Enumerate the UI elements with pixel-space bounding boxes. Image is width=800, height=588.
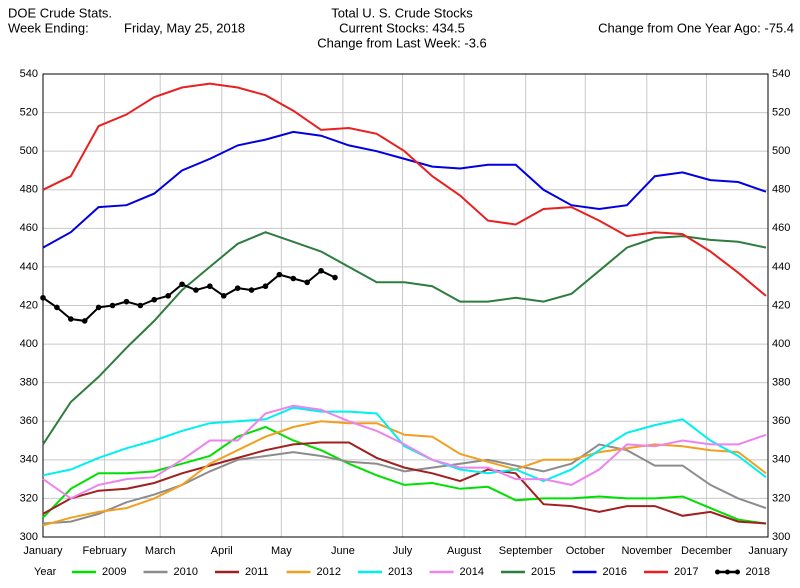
chart-title: Total U. S. Crude Stocks	[331, 5, 473, 20]
legend-label: 2011	[245, 566, 269, 578]
subtitle: Change from Last Week: -3.6	[317, 35, 487, 50]
point-marker	[207, 283, 213, 290]
y-tick-label: 540	[20, 68, 38, 80]
y2-tick-label: 400	[772, 338, 790, 350]
y-tick-label: 300	[20, 531, 38, 543]
series-line	[42, 130, 767, 249]
y2-tick-label: 340	[772, 454, 790, 466]
point-marker	[304, 279, 310, 286]
point-marker	[95, 304, 102, 311]
y-tick-label: 520	[20, 106, 38, 118]
y2-tick-label: 500	[772, 145, 790, 157]
legend-marker	[735, 569, 740, 575]
legend-label: 2013	[388, 566, 412, 578]
year-change: Change from One Year Ago: -75.4	[598, 20, 794, 35]
point-marker	[123, 298, 130, 305]
legend-marker	[725, 569, 730, 575]
series-line	[42, 269, 336, 322]
y-tick-label: 320	[20, 492, 38, 504]
point-marker	[332, 274, 338, 281]
y-tick-label: 500	[20, 145, 38, 157]
point-marker	[54, 304, 60, 311]
week-label: Week Ending:	[8, 20, 89, 35]
point-marker	[179, 281, 185, 288]
x-tick-label: September	[499, 545, 553, 557]
point-marker	[290, 275, 297, 282]
point-marker	[276, 271, 283, 278]
point-marker	[220, 293, 227, 299]
point-marker	[234, 285, 241, 291]
legend-label: 2015	[531, 566, 555, 578]
series-line	[42, 82, 767, 297]
y-tick-label: 380	[20, 377, 38, 389]
x-tick-label: December	[681, 545, 732, 557]
legend-label: 2012	[317, 566, 341, 578]
y2-tick-label: 380	[772, 377, 790, 389]
y-tick-label: 400	[20, 338, 38, 350]
x-tick-label: January	[23, 545, 63, 557]
series-line	[42, 404, 767, 500]
y2-tick-label: 420	[772, 299, 790, 311]
legend-label: 2009	[102, 566, 126, 578]
point-marker	[68, 316, 74, 322]
point-marker	[248, 287, 255, 293]
y2-tick-label: 520	[772, 106, 790, 118]
point-marker	[109, 302, 116, 309]
legend-title: Year	[34, 566, 57, 578]
legend-marker	[715, 569, 720, 575]
point-marker	[193, 287, 199, 293]
subtitle: Current Stocks: 434.5	[339, 20, 465, 35]
x-tick-label: May	[271, 545, 292, 557]
legend-label: 2014	[460, 566, 484, 578]
y2-tick-label: 320	[772, 492, 790, 504]
source-label: DOE Crude Stats.	[8, 5, 112, 20]
y-tick-label: 420	[20, 299, 38, 311]
x-tick-label: June	[331, 545, 355, 557]
x-tick-label: July	[393, 545, 413, 557]
x-tick-label: October	[566, 545, 605, 557]
legend-label: 2018	[746, 566, 770, 578]
y-tick-label: 480	[20, 184, 38, 196]
series-line	[42, 443, 767, 525]
week-date: Friday, May 25, 2018	[124, 20, 245, 35]
x-tick-label: February	[83, 545, 128, 557]
point-marker	[40, 294, 46, 301]
y2-tick-label: 540	[772, 68, 790, 80]
series-line	[42, 231, 767, 445]
series-line	[42, 406, 767, 483]
x-tick-label: August	[447, 545, 481, 557]
y-tick-label: 360	[20, 415, 38, 427]
plot-frame	[42, 73, 769, 538]
x-tick-label: November	[621, 545, 672, 557]
y2-tick-label: 480	[772, 184, 790, 196]
y2-tick-label: 440	[772, 261, 790, 273]
point-marker	[165, 293, 171, 299]
series-line	[42, 441, 767, 525]
y-tick-label: 340	[20, 454, 38, 466]
point-marker	[137, 302, 144, 309]
x-tick-label: January	[748, 545, 788, 557]
legend-label: 2010	[174, 566, 198, 578]
series-line	[42, 425, 767, 525]
point-marker	[81, 318, 88, 324]
legend-label: 2017	[674, 566, 698, 578]
y-tick-label: 440	[20, 261, 38, 273]
point-marker	[151, 296, 158, 303]
y-tick-label: 460	[20, 222, 38, 234]
x-tick-label: April	[211, 545, 233, 557]
point-marker	[262, 283, 269, 290]
y2-tick-label: 300	[772, 531, 790, 543]
point-marker	[318, 267, 324, 274]
legend-label: 2016	[603, 566, 627, 578]
x-tick-label: March	[145, 545, 176, 557]
y2-tick-label: 460	[772, 222, 790, 234]
y2-tick-label: 360	[772, 415, 790, 427]
